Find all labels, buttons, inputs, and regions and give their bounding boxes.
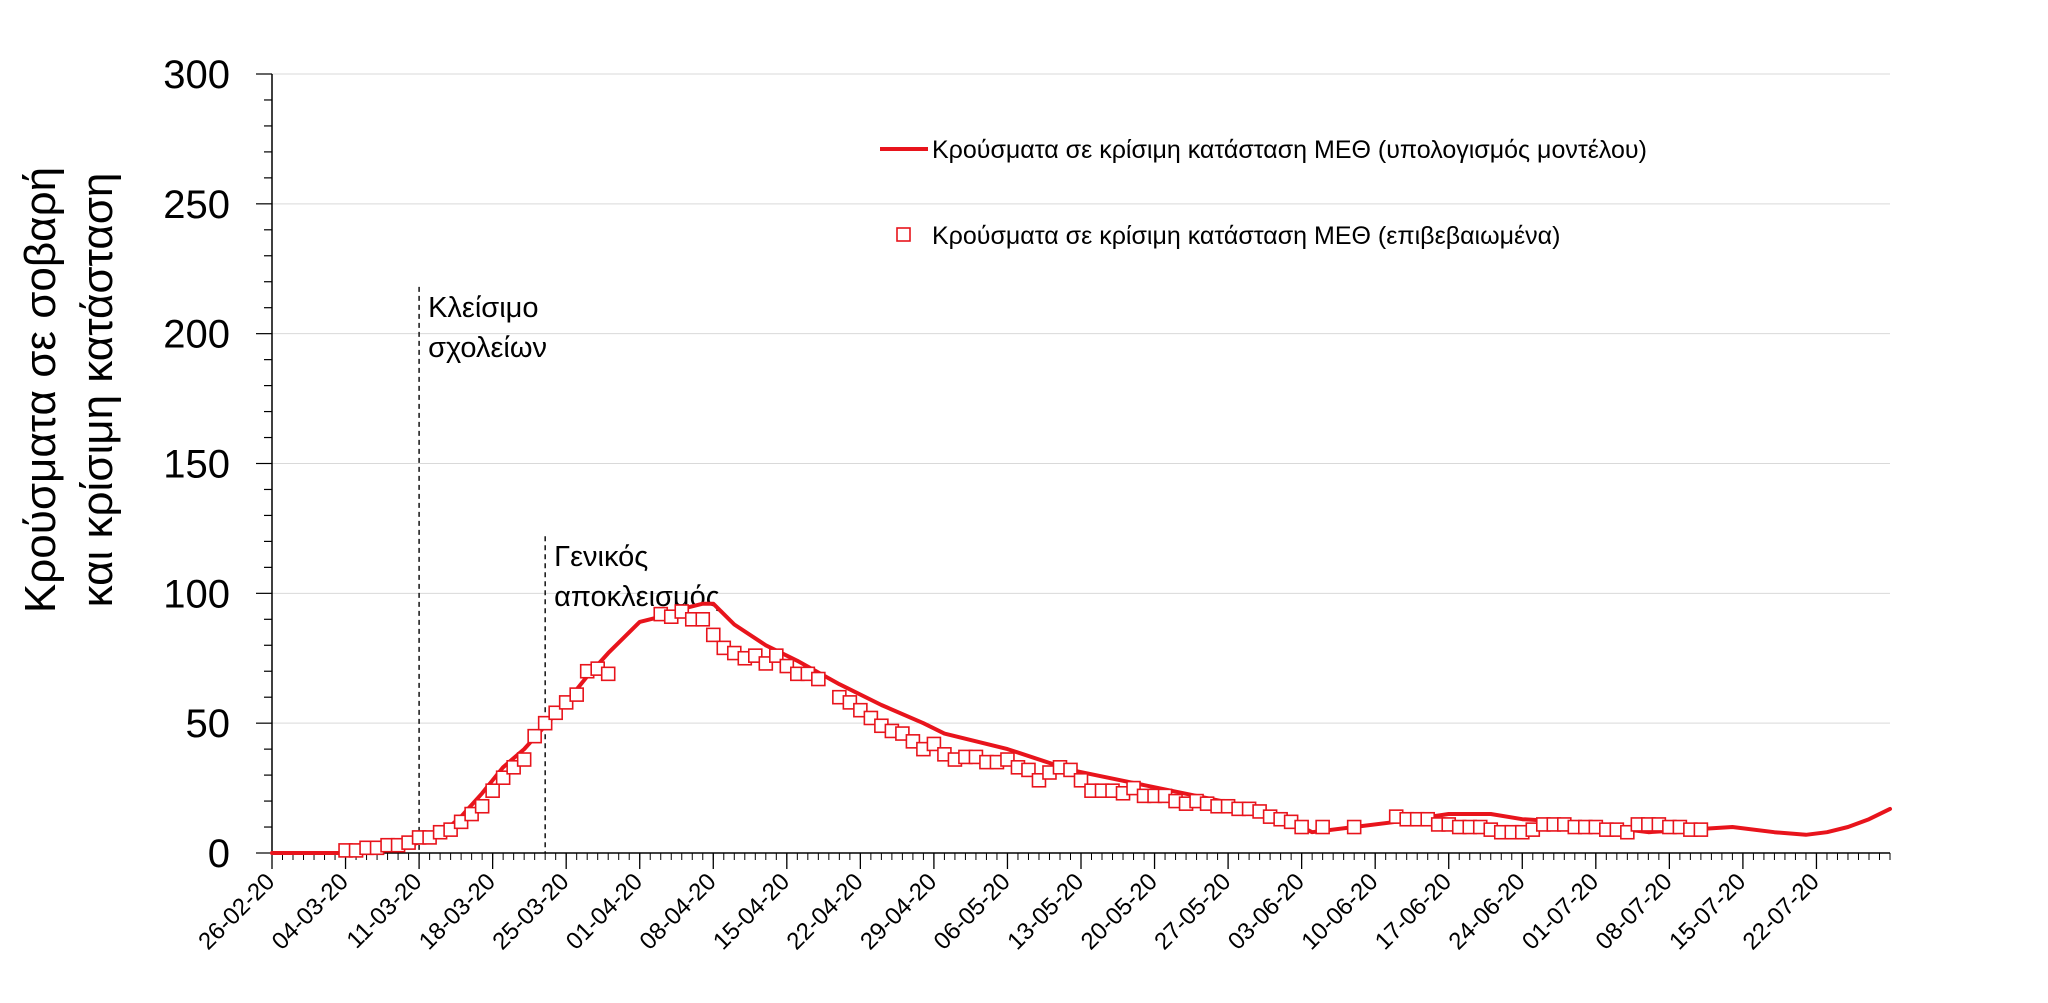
y-gridlines (272, 73, 1890, 724)
data-point (569, 687, 584, 702)
x-tick-label: 06-05-20 (929, 868, 1016, 955)
model-series (270, 601, 1892, 855)
data-point (485, 783, 500, 798)
y-tick-label: 100 (163, 572, 230, 616)
y-axis-label-line: και κρίσιμη κατάσταση (73, 173, 122, 608)
model-line (270, 601, 1892, 855)
data-point (600, 666, 616, 682)
data-point (516, 752, 532, 767)
y-tick-label: 50 (186, 702, 231, 746)
x-tick-label: 15-07-20 (1664, 868, 1751, 955)
x-tick-label: 25-03-20 (487, 868, 574, 955)
data-point (1693, 822, 1709, 837)
y-tick-label: 150 (163, 443, 230, 487)
data-point (705, 627, 721, 643)
x-tick-label: 26-02-20 (193, 868, 280, 955)
annotation-text: αποκλεισμός (554, 581, 720, 613)
x-tick-label: 08-04-20 (634, 868, 721, 955)
y-tick-label: 0 (208, 832, 230, 876)
x-tick-label: 20-05-20 (1076, 868, 1163, 955)
data-point (474, 798, 490, 814)
x-tick-label: 01-07-20 (1517, 868, 1604, 955)
y-axis-label-line: Κρούσματα σε σοβαρή (16, 167, 65, 613)
x-tick-label: 13-05-20 (1002, 868, 1089, 955)
legend-label: Κρούσματα σε κρίσιμη κατάσταση ΜΕΘ (επιβ… (932, 222, 1560, 250)
x-tick-label: 22-07-20 (1738, 868, 1825, 955)
y-tick-label: 200 (163, 313, 230, 357)
data-point (695, 611, 711, 627)
legend: Κρούσματα σε κρίσιμη κατάσταση ΜΕΘ (υπολ… (880, 136, 1647, 250)
y-tick-label: 250 (163, 183, 230, 227)
data-point (1346, 819, 1362, 835)
annotations: Κλείσιμο σχολείων Γενικός αποκλεισμός (418, 286, 720, 853)
data-point (811, 671, 826, 687)
data-point (1315, 819, 1330, 835)
data-point (527, 728, 542, 744)
data-point (1294, 819, 1309, 835)
x-tick-label: 01-04-20 (561, 868, 648, 955)
x-tick-label: 18-03-20 (414, 868, 501, 955)
confirmed-series (338, 604, 1709, 858)
x-tick-label: 08-07-20 (1591, 868, 1678, 955)
x-tick-label: 11-03-20 (342, 868, 428, 954)
annotation-text: Κλείσιμο (428, 292, 538, 324)
legend-label: Κρούσματα σε κρίσιμη κατάσταση ΜΕΘ (υπολ… (932, 136, 1647, 164)
x-tick-label: 15-04-20 (708, 868, 795, 955)
y-tick-label: 300 (163, 53, 230, 97)
x-tick-label: 10-06-20 (1296, 868, 1383, 955)
x-tick-label: 29-04-20 (855, 868, 942, 955)
x-tick-label: 24-06-20 (1443, 868, 1530, 955)
x-tick-label: 04-03-20 (267, 868, 354, 955)
x-tick-label: 17-06-20 (1370, 868, 1457, 955)
x-tick-label: 22-04-20 (782, 868, 869, 955)
y-axis-label: Κρούσματα σε σοβαρή και κρίσιμη κατάσταση (16, 167, 122, 613)
legend-marker-swatch (896, 227, 911, 242)
x-tick-label: 03-06-20 (1223, 868, 1310, 955)
x-tick-label: 27-05-20 (1149, 868, 1236, 955)
annotation-text: σχολείων (428, 332, 547, 364)
annotation-text: Γενικός (554, 541, 648, 573)
